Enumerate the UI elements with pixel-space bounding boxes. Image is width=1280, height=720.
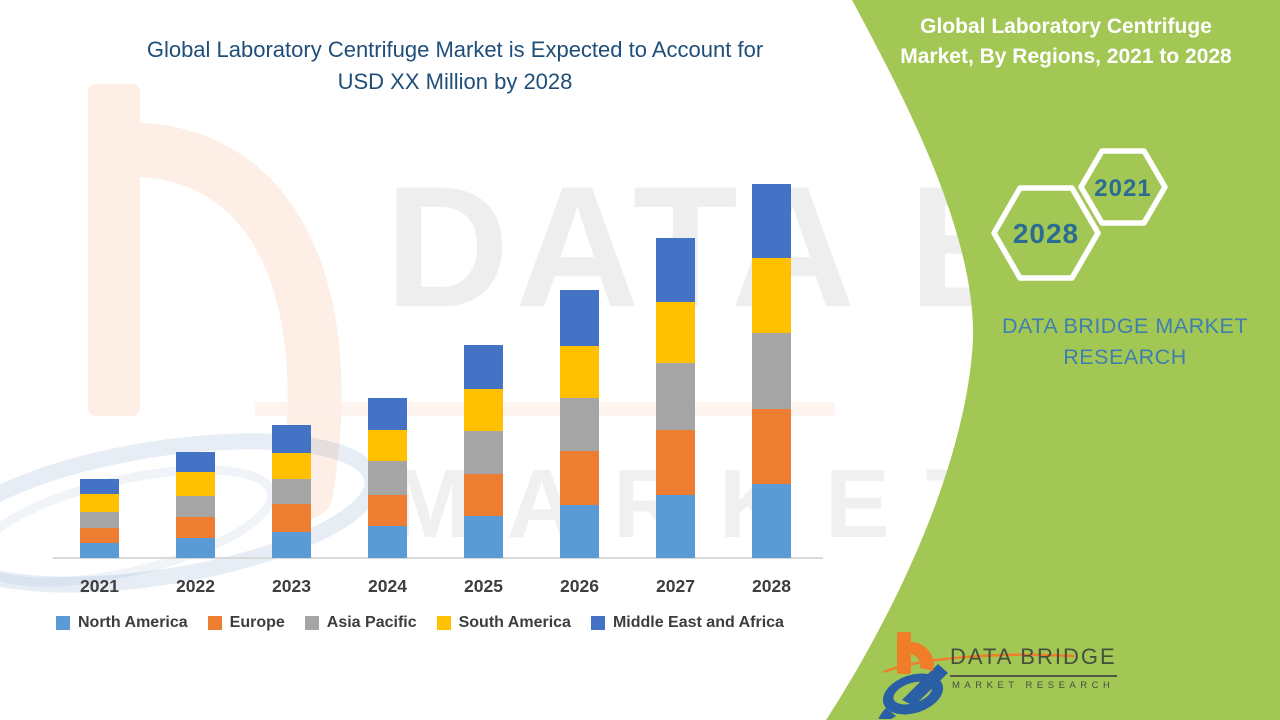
bar-segment-europe bbox=[176, 517, 215, 538]
bar-segment-south-america bbox=[656, 302, 695, 363]
legend-item-south-america: South America bbox=[436, 614, 571, 632]
bar-2024 bbox=[368, 398, 407, 558]
bar-segment-middle-east-and-africa bbox=[368, 398, 407, 430]
legend-swatch bbox=[56, 616, 70, 630]
bar-segment-north-america bbox=[176, 538, 215, 558]
x-axis-line bbox=[53, 557, 823, 559]
bar-segment-europe bbox=[464, 474, 503, 516]
bar-segment-north-america bbox=[464, 516, 503, 558]
bar-segment-north-america bbox=[272, 532, 311, 558]
bar-segment-north-america bbox=[656, 495, 695, 558]
bar-segment-asia-pacific bbox=[176, 496, 215, 517]
bar-2021 bbox=[80, 479, 119, 558]
bar-segment-middle-east-and-africa bbox=[176, 452, 215, 472]
legend-swatch bbox=[304, 616, 319, 630]
bar-segment-middle-east-and-africa bbox=[272, 425, 311, 453]
bar-segment-south-america bbox=[272, 453, 311, 479]
bar-2026 bbox=[560, 290, 599, 558]
bar-segment-asia-pacific bbox=[656, 363, 695, 430]
legend-swatch bbox=[590, 616, 605, 630]
legend-item-middle-east-and-africa: Middle East and Africa bbox=[590, 614, 784, 632]
x-tick-label: 2024 bbox=[368, 576, 407, 596]
legend-item-north-america: North America bbox=[56, 614, 188, 632]
chart-title-line1: Global Laboratory Centrifuge Market is E… bbox=[146, 37, 764, 62]
bar-segment-asia-pacific bbox=[752, 333, 791, 409]
bar-2022 bbox=[176, 452, 215, 558]
legend-swatch bbox=[207, 616, 222, 630]
bar-segment-south-america bbox=[368, 430, 407, 461]
chart-title: Global Laboratory Centrifuge Market is E… bbox=[35, 34, 875, 98]
bar-segment-asia-pacific bbox=[464, 431, 503, 474]
bar-segment-middle-east-and-africa bbox=[752, 184, 791, 258]
bar-segment-middle-east-and-africa bbox=[464, 345, 503, 389]
bar-segment-south-america bbox=[80, 494, 119, 512]
bar-segment-south-america bbox=[560, 346, 599, 398]
bar-segment-north-america bbox=[560, 505, 599, 558]
bar-2025 bbox=[464, 345, 503, 558]
bar-segment-asia-pacific bbox=[80, 512, 119, 528]
bar-segment-europe bbox=[752, 409, 791, 484]
legend-label: Asia Pacific bbox=[326, 614, 417, 631]
bar-segment-asia-pacific bbox=[560, 398, 599, 451]
bar-segment-asia-pacific bbox=[272, 479, 311, 504]
x-tick-label: 2021 bbox=[80, 576, 119, 596]
x-tick-label: 2023 bbox=[272, 576, 311, 596]
x-tick-label: 2025 bbox=[464, 576, 503, 596]
bar-segment-south-america bbox=[752, 258, 791, 333]
bar-2027 bbox=[656, 238, 695, 558]
legend-item-europe: Europe bbox=[207, 614, 285, 632]
legend-label: South America bbox=[458, 614, 571, 631]
bar-2028 bbox=[752, 184, 791, 558]
chart-title-line2: USD XX Million by 2028 bbox=[337, 69, 573, 94]
bar-segment-middle-east-and-africa bbox=[656, 238, 695, 302]
legend: North America Europe Asia Pacific South Ame… bbox=[56, 614, 784, 632]
bar-segment-middle-east-and-africa bbox=[560, 290, 599, 346]
legend-item-asia-pacific: Asia Pacific bbox=[304, 614, 417, 632]
x-tick-label: 2027 bbox=[656, 576, 695, 596]
bar-segment-europe bbox=[656, 430, 695, 495]
bar-segment-north-america bbox=[752, 484, 791, 558]
x-tick-label: 2026 bbox=[560, 576, 599, 596]
bar-segment-south-america bbox=[176, 472, 215, 496]
bar-segment-north-america bbox=[80, 543, 119, 558]
bar-segment-europe bbox=[80, 528, 119, 543]
legend-label: North America bbox=[78, 614, 188, 631]
bar-segment-north-america bbox=[368, 526, 407, 558]
bar-segment-europe bbox=[368, 495, 407, 526]
bar-2023 bbox=[272, 425, 311, 558]
legend-label: Europe bbox=[229, 614, 285, 631]
bar-segment-europe bbox=[272, 504, 311, 532]
bar-segment-south-america bbox=[464, 389, 503, 431]
bar-segment-middle-east-and-africa bbox=[80, 479, 119, 494]
legend-label: Middle East and Africa bbox=[612, 614, 784, 631]
x-tick-label: 2022 bbox=[176, 576, 215, 596]
legend-swatch bbox=[436, 616, 451, 630]
bar-segment-europe bbox=[560, 451, 599, 505]
x-tick-label: 2028 bbox=[752, 576, 791, 596]
bar-segment-asia-pacific bbox=[368, 461, 407, 495]
